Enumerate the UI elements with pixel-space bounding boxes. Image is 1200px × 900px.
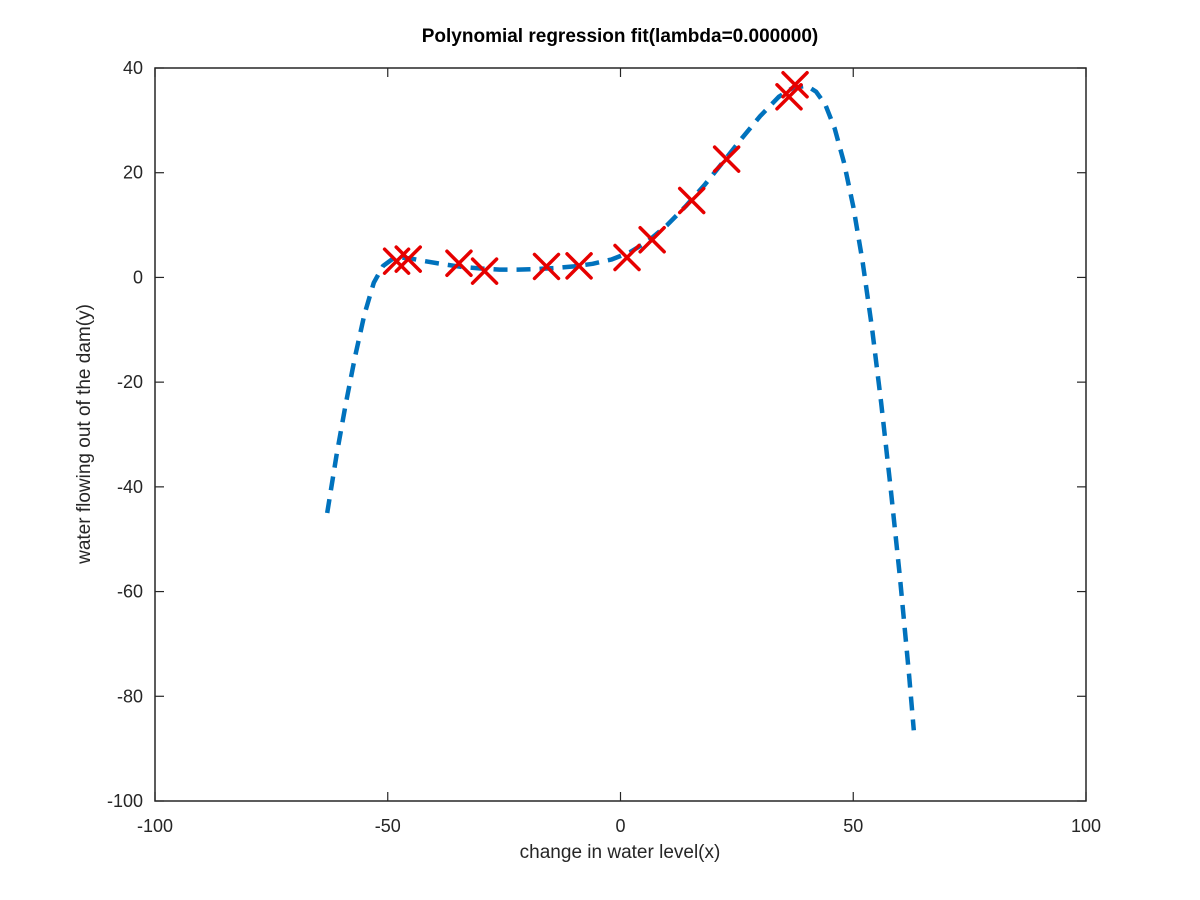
axis-ticks xyxy=(154,67,1087,802)
y-tick-label: -80 xyxy=(117,686,143,706)
data-point xyxy=(712,145,741,173)
y-tick-label: -100 xyxy=(107,791,143,811)
data-point xyxy=(532,252,561,281)
x-tick-label: 0 xyxy=(615,816,625,836)
y-tick-label: 20 xyxy=(123,163,143,183)
x-tick-label: -50 xyxy=(375,816,401,836)
data-point xyxy=(445,249,473,278)
x-tick-label: 100 xyxy=(1071,816,1101,836)
x-axis-label: change in water level(x) xyxy=(520,842,721,863)
data-point xyxy=(565,252,593,280)
y-tick-label: -60 xyxy=(117,582,143,602)
data-point xyxy=(613,243,641,272)
data-point xyxy=(677,186,706,215)
x-tick-label: -100 xyxy=(137,816,173,836)
y-tick-label: -40 xyxy=(117,477,143,497)
points-layer xyxy=(382,71,809,285)
data-point xyxy=(470,257,499,285)
y-axis-label: water flowing out of the dam(y) xyxy=(74,304,95,565)
x-tick-label: 50 xyxy=(843,816,863,836)
data-point xyxy=(781,71,809,99)
y-tick-label: 40 xyxy=(123,58,143,78)
chart-title: Polynomial regression fit(lambda=0.00000… xyxy=(422,26,819,47)
y-tick-label: -20 xyxy=(117,372,143,392)
axis-tick-labels: -100 -50 0 50 100 -100 -80 -60 -40 -20 0 20 40 xyxy=(107,58,1101,836)
y-tick-label: 0 xyxy=(133,267,143,287)
data-point xyxy=(394,245,422,273)
data-point xyxy=(638,225,666,254)
